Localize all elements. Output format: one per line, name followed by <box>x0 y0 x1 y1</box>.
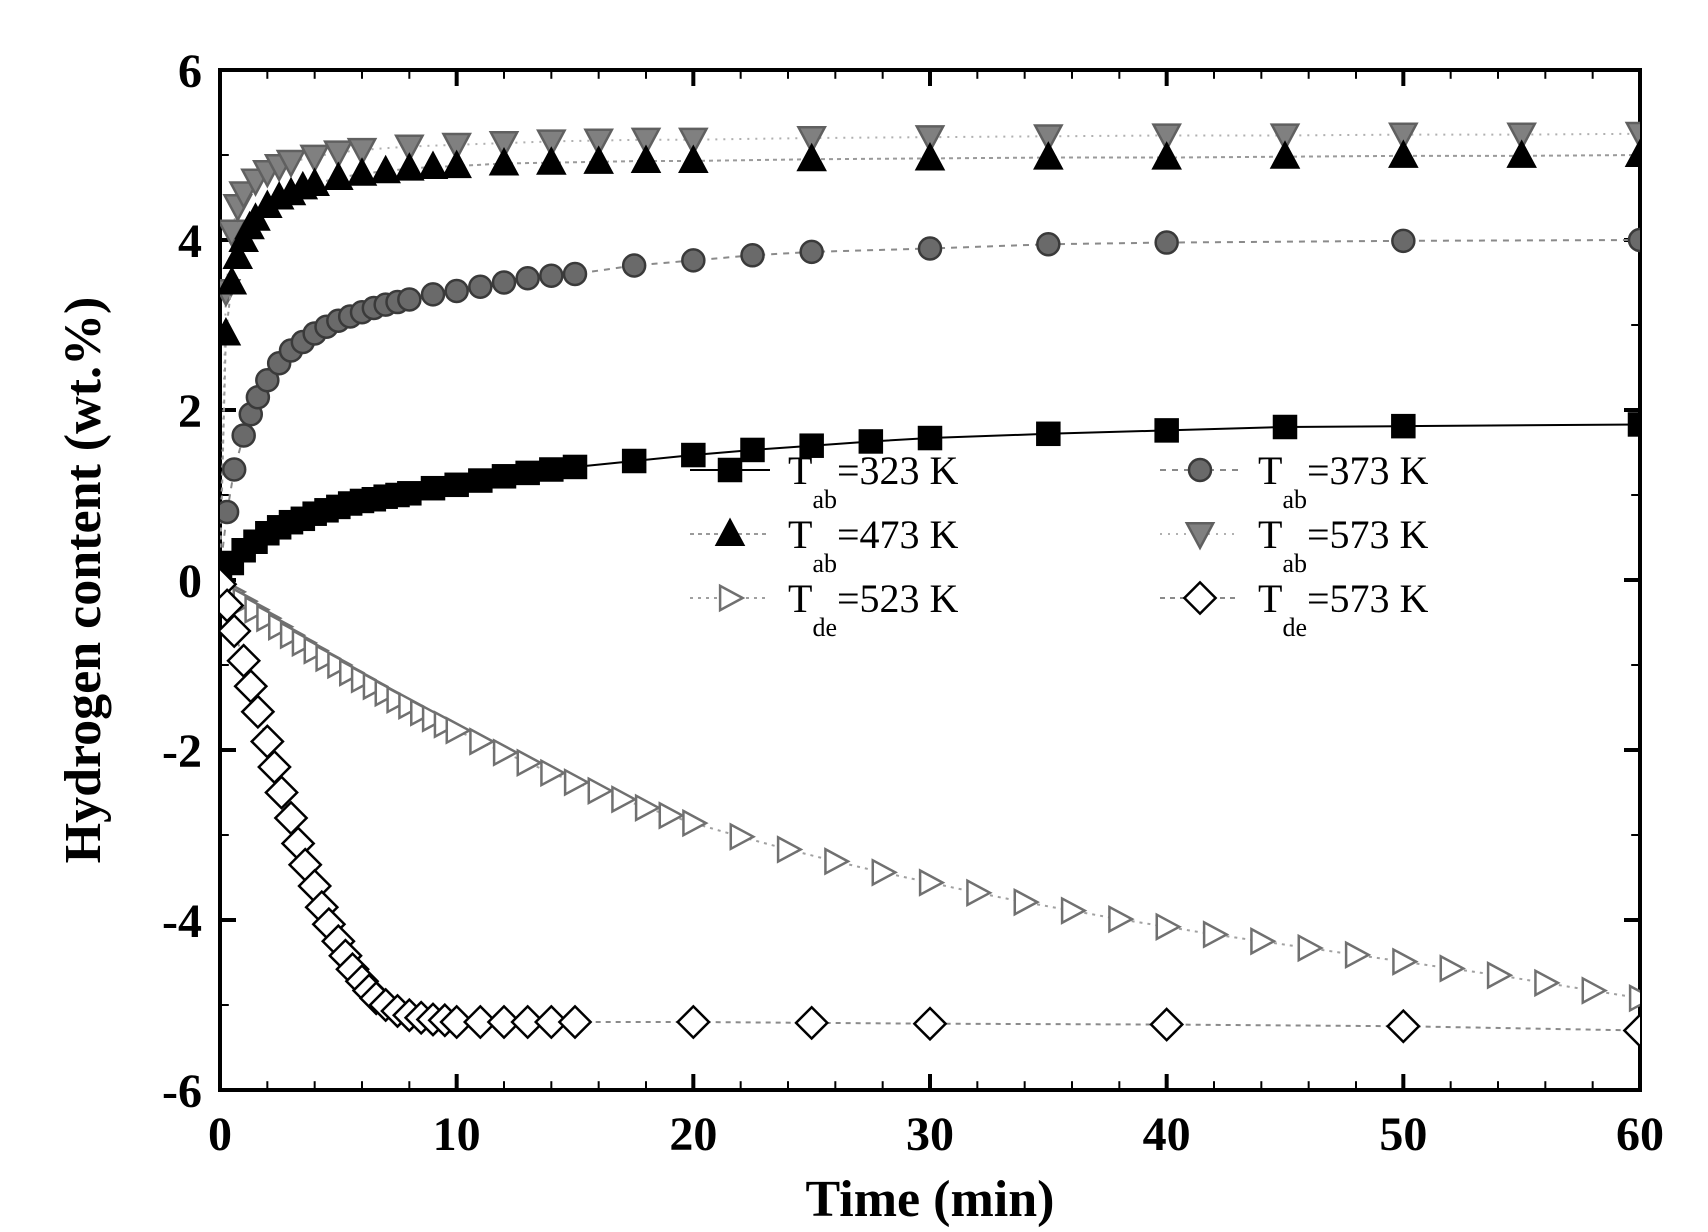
svg-text:50: 50 <box>1379 1108 1427 1161</box>
svg-text:30: 30 <box>906 1108 954 1161</box>
svg-text:10: 10 <box>433 1108 481 1161</box>
svg-text:-4: -4 <box>162 895 202 948</box>
svg-text:Time (min): Time (min) <box>806 1171 1055 1228</box>
svg-text:6: 6 <box>178 45 202 98</box>
svg-text:4: 4 <box>178 215 202 268</box>
svg-text:60: 60 <box>1616 1108 1664 1161</box>
svg-text:0: 0 <box>208 1108 232 1161</box>
hydrogen-kinetics-chart: 0 10 20 30 40 50 60 -6 -4 -2 0 2 4 6 Time (min) Hydroge… <box>0 0 1708 1232</box>
chart-svg: 0 10 20 30 40 50 60 -6 -4 -2 0 2 4 6 Time (min) Hydroge… <box>0 0 1708 1232</box>
svg-text:-6: -6 <box>162 1065 202 1118</box>
svg-text:Hydrogen content (wt.%): Hydrogen content (wt.%) <box>55 297 112 864</box>
svg-text:20: 20 <box>669 1108 717 1161</box>
svg-text:-2: -2 <box>162 725 202 778</box>
svg-text:2: 2 <box>178 385 202 438</box>
svg-text:0: 0 <box>178 555 202 608</box>
svg-text:40: 40 <box>1143 1108 1191 1161</box>
